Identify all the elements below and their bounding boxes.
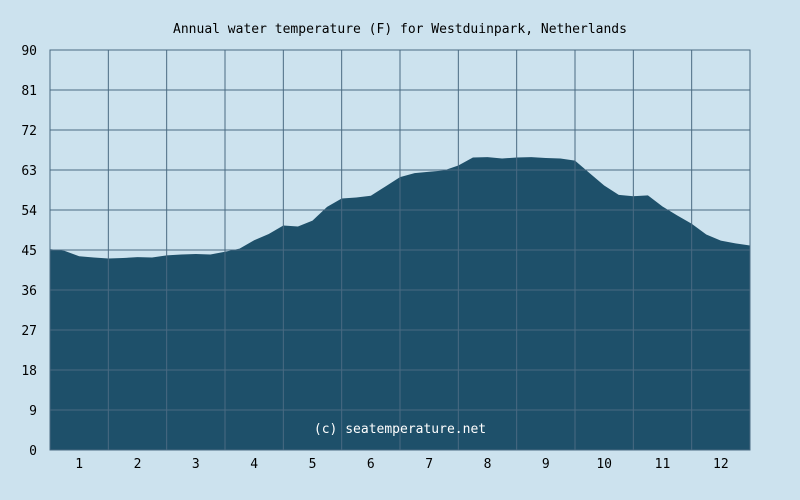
y-tick-label: 18 <box>21 364 37 379</box>
y-tick-label: 63 <box>21 164 37 179</box>
x-tick-label: 4 <box>250 457 258 472</box>
x-tick-label: 10 <box>596 457 612 472</box>
x-tick-label: 7 <box>425 457 433 472</box>
x-tick-label: 6 <box>367 457 375 472</box>
chart-title: Annual water temperature (F) for Westdui… <box>173 22 627 37</box>
x-tick-label: 12 <box>713 457 729 472</box>
credit-label: (c) seatemperature.net <box>314 422 486 437</box>
y-axis-ticks: 0 9 18 27 36 45 54 63 72 81 90 <box>21 44 37 459</box>
y-tick-label: 90 <box>21 44 37 59</box>
x-tick-label: 8 <box>484 457 492 472</box>
y-tick-label: 27 <box>21 324 37 339</box>
x-tick-label: 2 <box>134 457 142 472</box>
y-tick-label: 9 <box>29 404 37 419</box>
plot-frame <box>49 49 751 451</box>
y-tick-label: 45 <box>21 244 37 259</box>
grid <box>50 50 750 450</box>
plot-border <box>49 49 751 451</box>
y-tick-label: 72 <box>21 124 37 139</box>
y-tick-label: 0 <box>29 444 37 459</box>
y-tick-label: 54 <box>21 204 37 219</box>
x-tick-label: 1 <box>75 457 83 472</box>
x-axis-ticks: 1 2 3 4 5 6 7 8 9 10 11 12 <box>75 457 728 472</box>
y-tick-label: 36 <box>21 284 37 299</box>
x-tick-label: 11 <box>655 457 671 472</box>
x-tick-label: 5 <box>309 457 317 472</box>
x-tick-label: 9 <box>542 457 550 472</box>
y-tick-label: 81 <box>21 84 37 99</box>
x-tick-label: 3 <box>192 457 200 472</box>
